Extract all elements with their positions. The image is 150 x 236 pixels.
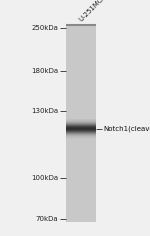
Bar xyxy=(66,122,96,123)
Bar xyxy=(66,132,96,133)
Bar xyxy=(66,123,96,124)
Bar xyxy=(66,129,96,130)
Bar xyxy=(66,135,96,136)
Bar xyxy=(66,120,96,121)
Bar xyxy=(66,119,96,120)
Bar xyxy=(66,136,96,137)
Text: U-251MG: U-251MG xyxy=(78,0,105,22)
Bar xyxy=(66,125,96,126)
Bar xyxy=(66,133,96,134)
Bar xyxy=(66,138,96,139)
Bar xyxy=(66,121,96,122)
Text: 130kDa: 130kDa xyxy=(31,108,58,114)
Bar xyxy=(66,137,96,138)
Bar xyxy=(66,128,96,129)
Bar xyxy=(66,122,96,123)
Bar xyxy=(66,130,96,131)
Text: 250kDa: 250kDa xyxy=(32,25,58,31)
Text: 70kDa: 70kDa xyxy=(36,216,58,222)
Text: 180kDa: 180kDa xyxy=(31,68,58,74)
Text: 100kDa: 100kDa xyxy=(31,175,58,181)
Bar xyxy=(66,127,96,128)
Bar xyxy=(66,126,96,127)
Bar xyxy=(66,134,96,135)
Text: Notch1(cleaved): Notch1(cleaved) xyxy=(103,125,150,132)
Bar xyxy=(66,124,96,125)
Bar xyxy=(66,131,96,132)
Bar xyxy=(66,126,96,127)
Bar xyxy=(66,118,96,119)
